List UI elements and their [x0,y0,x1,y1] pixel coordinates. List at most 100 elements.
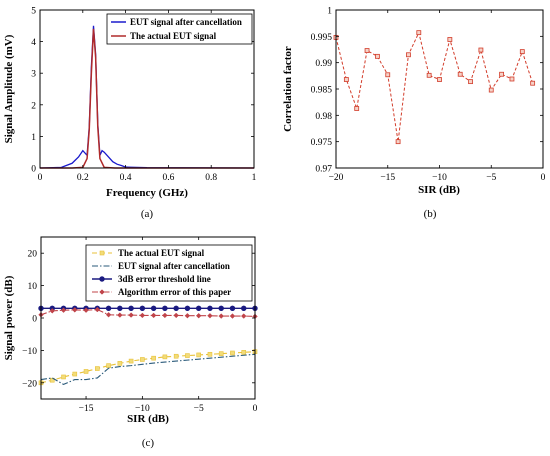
panel-a-data-marks [39,25,255,169]
panel-c-data-point-3db-threshold [207,305,213,311]
panel-c-data-point-algorithm-error [72,307,78,313]
panel-a-y-tick-label: 2 [31,101,36,111]
panel-c-data-point-3db-threshold [150,305,157,311]
panel-c-data-point-3db-threshold [241,305,247,311]
panel-b-data-point [354,106,360,111]
panel-a-legend-label-0: EUT signal after cancellation [130,17,242,27]
panel-c-data-point-algorithm-error [117,312,123,318]
panel-b-y-tick-label: 0.98 [315,112,332,122]
panel-c-data-point-actual-eut [61,374,66,380]
panel-a-legend-label-1: The actual EUT signal [130,31,217,41]
panel-b-plot-frame [335,9,544,169]
panel-c-legend-label-1: EUT signal after cancellation [118,261,230,271]
panel-a-x-tick-label: 0.4 [120,173,132,183]
panel-a-series-line-eut-after-cancellation [39,25,255,169]
panel-b-data-point [509,76,515,82]
panel-c-data-point-algorithm-error [94,306,101,313]
panel-c-data-point-algorithm-error [139,312,146,319]
panel-b-data-point [395,139,401,145]
panel-c-data-point-3db-threshold [229,305,236,311]
panel-c-data-point-actual-eut [83,369,89,374]
panel-c-data-point-algorithm-error [173,312,179,319]
panel-c-data-point-3db-threshold [105,305,112,311]
panel-c-legend-swatches [92,250,112,295]
panel-b-data-point [530,80,536,86]
panel-c-y-tick-label: −20 [22,379,37,389]
panel-c-x-tick-label: −15 [79,404,94,414]
panel-c-data-point-algorithm-error [105,312,112,318]
panel-b-data-point [416,30,422,36]
panel-b-y-tick-label: 0.975 [311,138,333,148]
panel-c-data-point-actual-eut [196,352,201,358]
panel-a-y-axis-label: Signal Amplitude (mV) [3,34,15,143]
panel-c-data-point-algorithm-error [162,312,168,319]
panel-c-legend-label-0: The actual EUT signal [118,248,205,258]
panel-c-series-line-eut-after-cancellation [40,353,256,386]
panel-c-legend-marker-3db-threshold [99,276,105,282]
panel-b-data-point [426,72,432,78]
panel-c-data-point-algorithm-error [83,307,89,313]
panel-c-y-tick-label: 20 [28,250,38,260]
panel-a-legend: EUT signal after cancellation The actual… [106,13,253,45]
panel-c-y-tick-label: 10 [28,282,38,292]
panel-b-y-tick-label: 0.97 [315,165,332,175]
panel-a-x-tick-label: 0.2 [77,173,89,183]
panel-c-data-point-actual-eut [140,357,145,362]
panel-c-data-point-actual-eut [117,361,123,366]
panel-b: −20 −15 −10 −5 0 0.97 0.975 0.98 0.985 0.99 0.995 1… [282,7,546,221]
panel-b-y-tick-label: 0.995 [311,33,333,43]
panel-a-x-tick-label: 0 [38,173,43,183]
panel-b-data-point [499,71,505,77]
panel-c-data-point-algorithm-error [128,312,134,318]
panel-c-data-point-algorithm-error [184,312,191,319]
panel-a-x-tick-label: 1 [252,173,257,183]
panel-b-data-point [457,71,463,77]
panel-a-y-tick-label: 4 [31,38,36,48]
panel-c-data-point-3db-threshold [184,305,191,311]
panel-b-x-tick-label: −5 [486,173,496,183]
panel-c-data-point-actual-eut [106,363,111,368]
panel-c-y-tick-label: 0 [32,315,37,325]
panel-a-caption: (a) [141,208,154,220]
panel-c-x-axis-label: SIR (dB) [127,413,169,425]
panel-c-caption: (c) [142,437,155,449]
panel-c-data-marks [38,305,258,386]
panel-c-data-point-actual-eut [230,350,235,356]
panel-c-data-point-actual-eut [128,358,134,364]
panel-c-data-point-actual-eut [218,351,224,356]
panel-c-data-point-3db-threshold [162,305,168,311]
panel-c-data-point-algorithm-error [60,307,67,313]
panel-b-data-point [343,77,349,82]
panel-c-data-point-3db-threshold [128,305,134,311]
panel-c-data-point-actual-eut [72,371,78,377]
panel-b-x-tick-label: −10 [432,173,447,183]
panel-b-y-axis-label: Correlation factor [282,46,294,132]
panel-c-data-point-3db-threshold [195,305,202,311]
panel-c-data-point-3db-threshold [117,305,123,311]
panel-c-data-point-actual-eut [207,351,213,357]
panel-c-data-point-actual-eut [173,353,179,359]
panel-c-data-point-actual-eut [185,353,190,358]
panel-c-data-point-actual-eut [241,350,247,355]
panel-c-legend-box [85,244,253,302]
panel-a-x-tick-label: 0.8 [205,173,217,183]
panel-c-legend-label-2: 3dB error threshold line [118,274,211,284]
panel-c-legend-label-3: Algorithm error of this paper [118,287,231,297]
panel-a-x-tick-label: 0.6 [162,173,174,183]
panel-b-ticks: −20 −15 −10 −5 0 0.97 0.975 0.98 0.985 0.99 0.995 1 [311,7,546,184]
panel-b-x-tick-label: −20 [329,173,344,183]
panel-b-data-point [374,53,380,59]
panel-b-y-tick-label: 1 [327,7,332,17]
panel-c-data-point-algorithm-error [207,312,213,319]
panel-b-data-point [488,87,494,93]
panel-b-data-point [364,48,370,53]
panel-a-y-tick-label: 0 [31,165,36,175]
panel-b-x-axis-label: SIR (dB) [418,184,460,196]
panel-c-data-point-algorithm-error [218,313,224,319]
panel-c-series-line-actual-eut [40,351,256,384]
panel-c-legend: The actual EUT signal EUT signal after c… [85,244,253,302]
panel-c-x-tick-label: −5 [194,404,204,414]
panel-b-data-point [519,49,525,55]
panel-c-data-point-3db-threshold [139,305,146,311]
